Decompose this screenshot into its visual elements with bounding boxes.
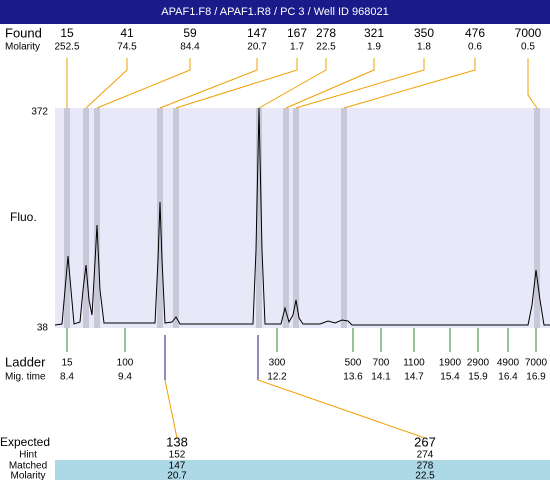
ladder-size: 2900 (467, 358, 490, 369)
ladder-label: Ladder (5, 354, 46, 369)
peak-band (283, 108, 289, 328)
found-size: 7000 (515, 26, 542, 40)
ladder-size: 1900 (439, 358, 462, 369)
expected-values: 138 (166, 434, 188, 449)
plot-area (55, 108, 550, 328)
expected-molarity: 20.7 (167, 471, 187, 480)
ladder-time: 12.2 (267, 372, 287, 383)
peak-band (173, 108, 179, 328)
y-axis-label: Fluo. (10, 210, 37, 224)
ladder-size: 700 (373, 358, 390, 369)
found-leader (343, 58, 476, 109)
ladder-time: 14.1 (371, 372, 391, 383)
expected-row-label: Matched (9, 461, 47, 472)
expected-matched: 278 (417, 461, 434, 472)
found-size: 476 (465, 26, 485, 40)
found-molarity: 1.8 (417, 42, 431, 53)
ladder-time: 8.4 (60, 372, 74, 383)
found-leader (159, 58, 258, 109)
y-max-label: 372 (31, 107, 48, 118)
ladder-time: 16.4 (498, 372, 518, 383)
expected-row-label: Hint (19, 450, 37, 461)
found-leader (295, 58, 425, 109)
expected-hint: 274 (417, 450, 434, 461)
found-leader (527, 58, 538, 109)
found-size: 167 (287, 26, 307, 40)
ladder-size: 300 (269, 358, 286, 369)
expected-hint: 152 (169, 450, 186, 461)
found-molarity: 1.7 (290, 42, 304, 53)
trace (54, 107, 550, 326)
ladder-size: 500 (345, 358, 362, 369)
ladder-size: 15 (61, 358, 73, 369)
ladder-size: 100 (117, 358, 134, 369)
ladder-time: 16.9 (526, 372, 546, 383)
found-size: 147 (247, 26, 267, 40)
matched-band (55, 460, 550, 480)
ladder-size: 7000 (525, 358, 548, 369)
peak-band (94, 108, 100, 328)
peak-band (157, 108, 163, 328)
expected-matched: 147 (169, 461, 186, 472)
title: APAF1.F8 / APAF1.R8 / PC 3 / Well ID 968… (161, 6, 388, 18)
found-molarity: 252.5 (54, 42, 79, 53)
found-size: 15 (60, 26, 74, 40)
ladder-size: 1100 (403, 358, 425, 369)
ladder-time: 15.9 (468, 372, 488, 383)
found-label: Found (5, 25, 42, 40)
peak-band (534, 108, 540, 328)
found-leader (285, 58, 375, 109)
expected-row-label: Molarity (10, 471, 45, 480)
mig-time-label: Mig. time (5, 372, 46, 383)
expected-molarity: 22.5 (415, 471, 435, 480)
expected-values: 267 (414, 434, 436, 449)
found-size: 59 (183, 26, 197, 40)
y-min-label: 38 (37, 323, 49, 334)
found-molarity: 22.5 (316, 42, 336, 53)
expected-leader (164, 379, 178, 439)
found-leader (96, 58, 191, 109)
found-size: 350 (414, 26, 434, 40)
found-size: 278 (316, 26, 336, 40)
found-leader (175, 58, 298, 109)
found-molarity: 0.6 (468, 42, 482, 53)
found-molarity: 84.4 (180, 42, 200, 53)
title-bar (0, 0, 550, 24)
peak-band (293, 108, 299, 328)
ladder-size: 4900 (497, 358, 520, 369)
molarity-label: Molarity (5, 42, 40, 53)
found-molarity: 74.5 (117, 42, 137, 53)
found-molarity: 0.5 (521, 42, 535, 53)
peak-band (64, 108, 70, 328)
found-leader (85, 58, 128, 109)
ladder-time: 13.6 (343, 372, 363, 383)
ladder-time: 15.4 (440, 372, 460, 383)
peak-band (341, 108, 347, 328)
expected-row-label: Expected (0, 435, 50, 449)
expected-leader (257, 379, 426, 439)
found-leader (258, 58, 327, 109)
found-molarity: 1.9 (367, 42, 381, 53)
peak-band (256, 108, 262, 328)
ladder-time: 9.4 (118, 372, 132, 383)
found-molarity: 20.7 (247, 42, 267, 53)
ladder-time: 14.7 (404, 372, 424, 383)
found-size: 321 (364, 26, 384, 40)
found-size: 41 (120, 26, 134, 40)
peak-band (83, 108, 89, 328)
